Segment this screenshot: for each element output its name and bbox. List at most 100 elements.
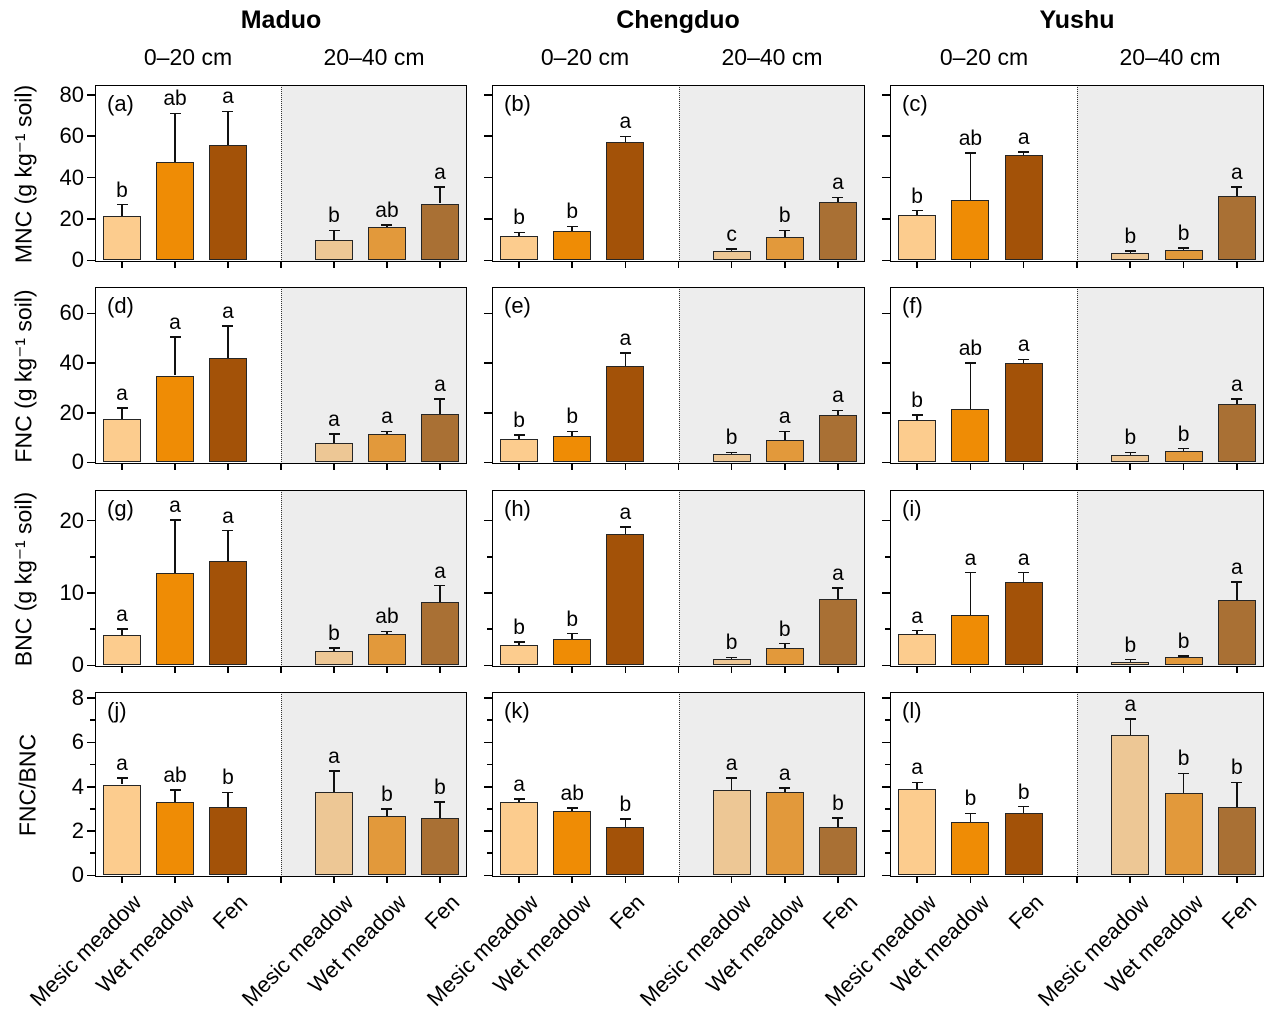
error-bar [1129, 719, 1132, 735]
y-axis-minor-tick [885, 628, 890, 630]
panel-frame-e [492, 287, 865, 464]
error-bar [386, 808, 388, 816]
y-axis-label-mnc: MNC (g kg⁻¹ soil) [10, 84, 37, 264]
depth-divider [281, 694, 282, 875]
error-bar-cap [779, 430, 791, 433]
error-bar-cap [964, 571, 976, 574]
x-axis-tick [1182, 667, 1185, 673]
y-axis-minor-tick [487, 763, 492, 766]
y-axis-tick [87, 830, 95, 832]
bar-fen [1217, 196, 1256, 261]
significance-letter: a [619, 110, 632, 134]
x-axis-tick [386, 262, 388, 268]
y-axis-tick [882, 218, 890, 220]
y-tick-label: 10 [59, 579, 84, 605]
significance-letter: a [1124, 693, 1137, 717]
y-tick-label: 60 [59, 123, 84, 149]
panel-tag: (a) [107, 91, 134, 116]
significance-letter: ab [163, 87, 187, 111]
error-bar [784, 230, 786, 237]
significance-letter: ab [958, 337, 983, 361]
significance-letter: b [222, 766, 234, 790]
bar-mesic-meadow [500, 802, 539, 876]
error-bar-cap [619, 352, 631, 354]
x-axis-tick [916, 464, 918, 470]
bar-fen [606, 533, 645, 666]
error-bar-cap [911, 209, 923, 212]
x-axis-tick [624, 464, 627, 470]
x-axis-tick [1182, 262, 1185, 268]
significance-letter: ab [375, 199, 399, 223]
error-bar [730, 777, 733, 791]
error-bar-cap [1124, 451, 1136, 454]
bar-wet-meadow [765, 648, 804, 666]
significance-letter: a [222, 504, 234, 528]
x-axis-tick [439, 877, 441, 883]
error-bar [624, 818, 627, 827]
error-bar-cap [566, 225, 578, 227]
x-axis-tick [386, 667, 388, 673]
error-bar-cap [619, 135, 631, 137]
error-bar [518, 798, 520, 803]
error-bar-cap [328, 433, 340, 435]
bar-mesic-meadow [898, 634, 937, 666]
error-bar [571, 633, 573, 639]
error-bar [969, 813, 972, 823]
bar-fen [208, 806, 247, 876]
bar-wet-meadow [951, 200, 990, 261]
bar-mesic-meadow [1111, 454, 1150, 463]
y-axis-tick [484, 259, 492, 262]
y-axis-tick [87, 697, 95, 699]
depth-header-20-40-yushu: 20–40 cm [1119, 44, 1221, 70]
error-bar-cap [116, 628, 128, 630]
error-bar-cap [116, 203, 128, 206]
y-tick-label: 0 [71, 862, 84, 888]
error-bar [916, 210, 918, 215]
error-bar-cap [513, 798, 525, 800]
x-axis-tick [333, 464, 335, 470]
depth-divider [678, 694, 680, 875]
error-bar [121, 204, 123, 216]
y-axis-minor-tick [90, 763, 95, 766]
x-axis-tick [1129, 667, 1132, 673]
significance-letter: a [1231, 556, 1243, 580]
depth-divider [281, 87, 282, 260]
error-bar-cap [222, 791, 234, 793]
x-axis-tick [969, 667, 972, 673]
error-bar [624, 136, 627, 143]
x-axis-tick [439, 262, 441, 268]
x-axis-tick [1022, 262, 1025, 268]
bar-wet-meadow [553, 436, 592, 463]
y-axis-minor-tick [885, 719, 890, 721]
error-bar-cap [1178, 447, 1190, 450]
y-axis-tick [882, 785, 890, 788]
y-tick-label: 8 [71, 685, 84, 711]
significance-letter: a [1231, 373, 1243, 397]
bar-mesic-meadow [315, 239, 353, 261]
error-bar [1236, 399, 1238, 405]
y-axis-tick [484, 312, 492, 315]
bar-wet-meadow [765, 440, 804, 463]
error-bar [1022, 572, 1025, 583]
error-bar [386, 431, 388, 434]
error-bar-cap [779, 642, 791, 645]
error-bar [784, 431, 786, 441]
y-tick-label: 40 [59, 350, 84, 376]
x-axis-tick [227, 667, 229, 673]
x-axis-tick [333, 667, 335, 673]
error-bar [916, 415, 918, 421]
error-bar [1129, 659, 1132, 662]
bar-fen [208, 144, 247, 261]
significance-letter: b [434, 776, 446, 800]
error-bar [969, 572, 972, 616]
significance-letter: b [1177, 221, 1190, 245]
y-axis-tick [87, 411, 95, 414]
error-bar [1182, 773, 1185, 794]
y-axis-tick [484, 461, 492, 464]
error-bar [1182, 448, 1185, 452]
error-bar-cap [513, 641, 525, 643]
x-axis-tick [1236, 877, 1238, 883]
bar-wet-meadow [367, 433, 406, 463]
panel-frame-c [890, 85, 1264, 262]
error-bar [121, 629, 123, 635]
